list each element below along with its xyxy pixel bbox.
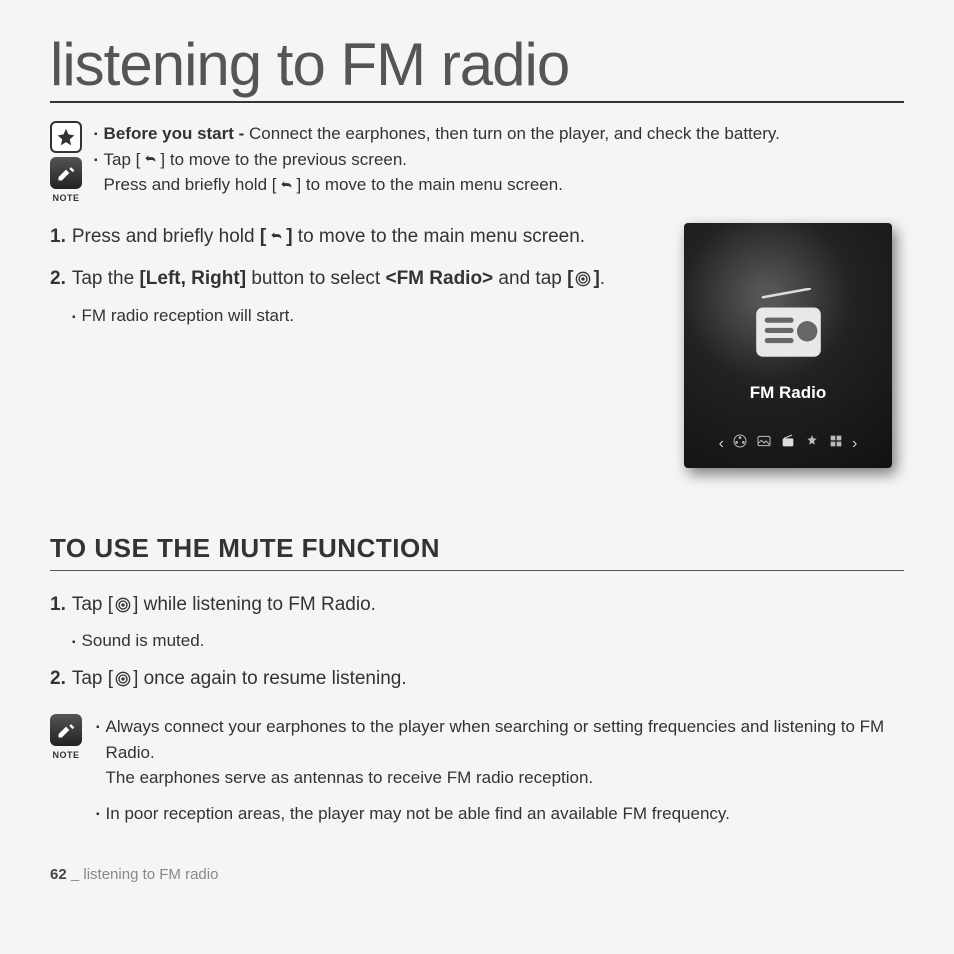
step-1-text: Press and briefly hold [] to move to the…: [72, 223, 585, 251]
mute-step-1-sub: ▪ Sound is muted.: [72, 631, 904, 651]
bottom-note-2: In poor reception areas, the player may …: [106, 801, 730, 827]
bullet-icon: ▪: [94, 147, 98, 198]
step-number: 1.: [50, 591, 66, 619]
bullet-icon: ▪: [96, 714, 100, 791]
main-steps: 1. Press and briefly hold [] to move to …: [50, 223, 654, 468]
back-icon: [140, 152, 160, 168]
picture-icon: [756, 433, 772, 454]
mute-section-heading: TO USE THE MUTE FUNCTION: [50, 533, 904, 571]
grid-icon: [828, 433, 844, 454]
select-button-icon: [113, 597, 133, 613]
bottom-note-lines: ▪ Always connect your earphones to the p…: [96, 714, 904, 826]
radio-icon: [746, 288, 831, 371]
step-2-sub: ▪ FM radio reception will start.: [72, 306, 654, 326]
back-icon: [266, 229, 286, 245]
bottom-note-block: NOTE ▪ Always connect your earphones to …: [50, 714, 904, 826]
device-screen-label: FM Radio: [750, 383, 827, 403]
note-line-2: Tap [] to move to the previous screen. P…: [104, 147, 563, 198]
bullet-icon: ▪: [96, 801, 100, 827]
bullet-icon: ▪: [94, 121, 98, 147]
step-number: 2.: [50, 265, 66, 293]
star-small-icon: [804, 433, 820, 454]
select-button-icon: [113, 671, 133, 687]
mute-step-1: 1. Tap [] while listening to FM Radio.: [50, 591, 904, 619]
bottom-note-1: Always connect your earphones to the pla…: [106, 714, 904, 791]
mute-step-2-text: Tap [] once again to resume listening.: [72, 665, 407, 693]
device-nav-icons: ‹ ›: [719, 433, 858, 454]
bullet-icon: ▪: [72, 306, 76, 326]
pencil-note-icon: [50, 714, 82, 746]
device-mock-column: FM Radio ‹ ›: [684, 223, 904, 468]
page-footer: 62 _ listening to FM radio: [50, 866, 904, 883]
chevron-left-icon: ‹: [719, 435, 724, 453]
step-2: 2. Tap the [Left, Right] button to selec…: [50, 265, 654, 293]
film-icon: [732, 433, 748, 454]
step-1: 1. Press and briefly hold [] to move to …: [50, 223, 654, 251]
pencil-note-icon: [50, 157, 82, 189]
step-number: 2.: [50, 665, 66, 693]
note-icons-column: NOTE: [50, 121, 82, 203]
device-screen-mock: FM Radio ‹ ›: [684, 223, 892, 468]
top-note-block: NOTE ▪ Before you start - Connect the ea…: [50, 121, 904, 203]
note-label: NOTE: [52, 750, 79, 760]
back-icon: [276, 178, 296, 194]
select-button-icon: [573, 271, 593, 287]
note-icons-column: NOTE: [50, 714, 82, 826]
bullet-icon: ▪: [72, 631, 76, 651]
step-2-text: Tap the [Left, Right] button to select <…: [72, 265, 605, 293]
page-title: listening to FM radio: [50, 30, 904, 103]
footer-section-name: listening to FM radio: [83, 866, 218, 883]
star-icon: [50, 121, 82, 153]
mute-steps: 1. Tap [] while listening to FM Radio. ▪…: [50, 591, 904, 692]
page-number: 62 _: [50, 866, 79, 883]
mute-step-2: 2. Tap [] once again to resume listening…: [50, 665, 904, 693]
note-label: NOTE: [52, 193, 79, 203]
top-note-lines: ▪ Before you start - Connect the earphon…: [94, 121, 904, 203]
main-content-row: 1. Press and briefly hold [] to move to …: [50, 223, 904, 468]
chevron-right-icon: ›: [852, 435, 857, 453]
radio-small-icon: [780, 433, 796, 454]
note-line-1: Before you start - Connect the earphones…: [104, 121, 780, 147]
step-number: 1.: [50, 223, 66, 251]
mute-step-1-text: Tap [] while listening to FM Radio.: [72, 591, 376, 619]
